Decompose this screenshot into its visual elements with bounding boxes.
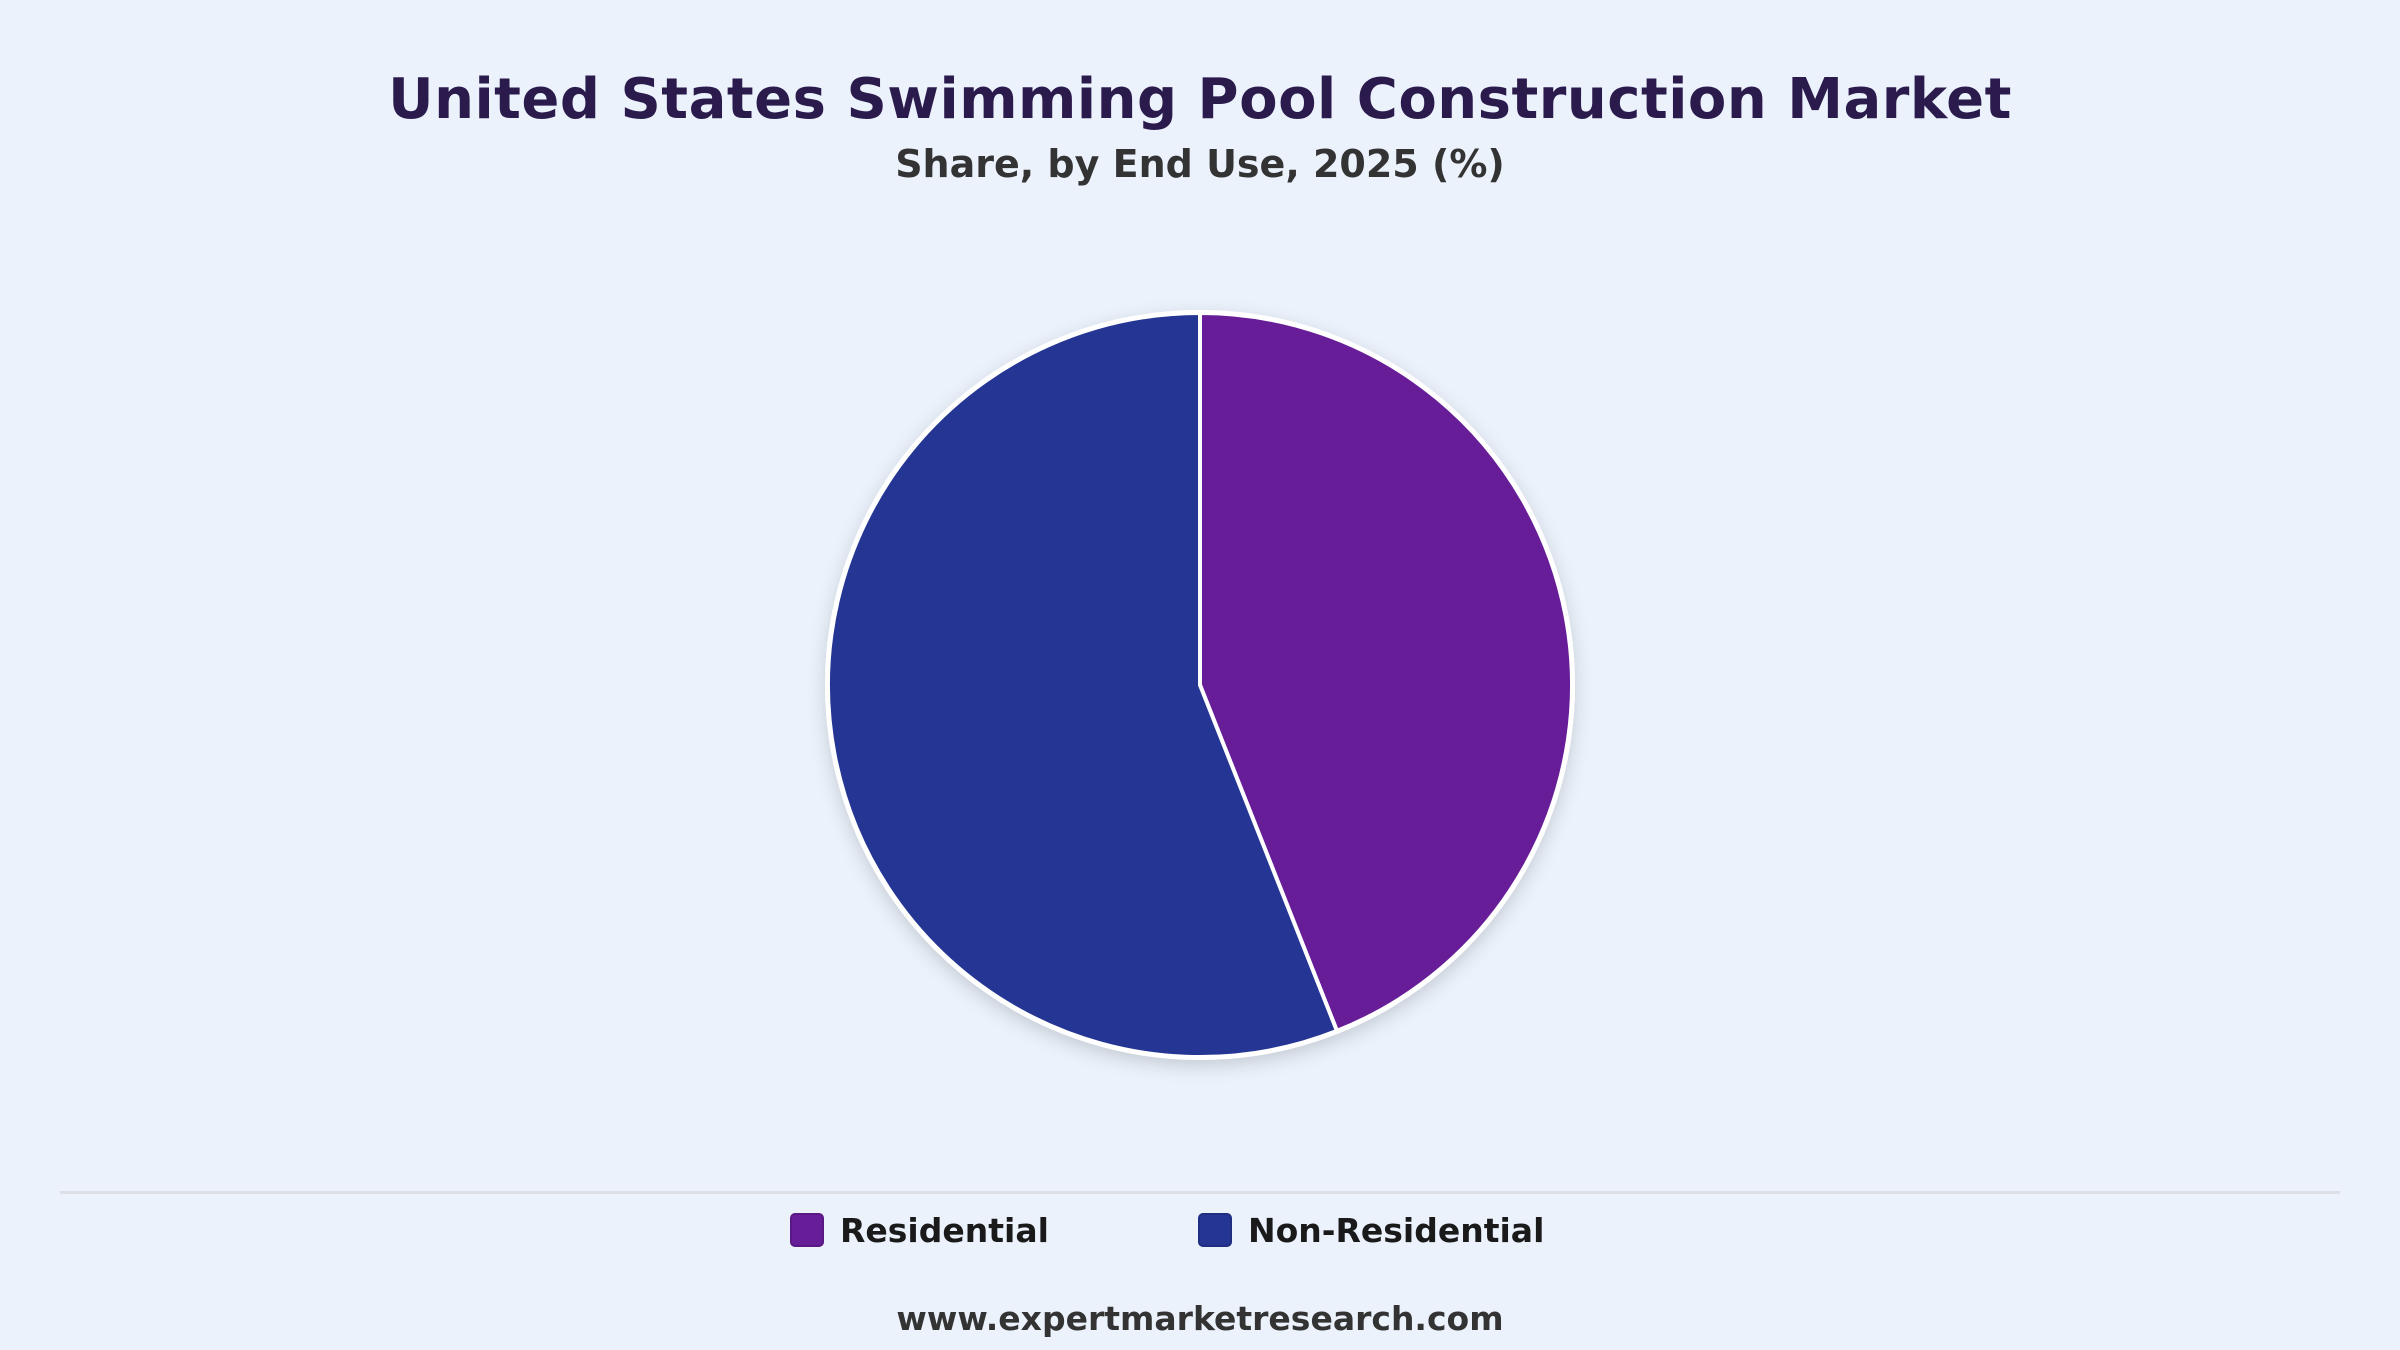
source-footer: www.expertmarketresearch.com	[896, 1299, 1504, 1338]
chart-subtitle: Share, by End Use, 2025 (%)	[895, 142, 1505, 186]
legend-swatch-residential	[790, 1213, 824, 1247]
pie-slice-residential[interactable]	[1198, 311, 1574, 1033]
legend-label-non-residential: Non-Residential	[1248, 1210, 1545, 1250]
legend-divider	[60, 1191, 2340, 1194]
legend-item-non-residential[interactable]: Non-Residential	[1198, 1206, 1544, 1254]
pie-slices	[826, 311, 1574, 1059]
legend-label-residential: Residential	[840, 1210, 1049, 1250]
pie-chart	[825, 310, 1575, 1060]
chart-title: United States Swimming Pool Construction…	[388, 67, 2012, 132]
legend: Residential Non-Residential	[0, 1206, 2400, 1254]
pie-slice-non-residential[interactable]	[826, 311, 1339, 1059]
legend-item-residential[interactable]: Residential	[790, 1206, 1049, 1254]
legend-swatch-non-residential	[1198, 1213, 1232, 1247]
